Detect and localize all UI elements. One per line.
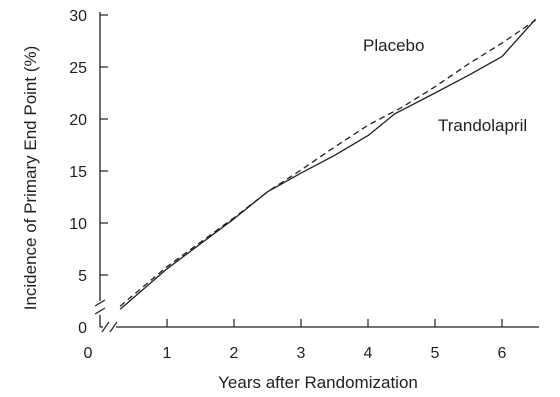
y-tick-label: 25 xyxy=(69,60,87,77)
y-axis-ticks: 0 5 10 15 20 25 30 xyxy=(69,8,108,337)
y-tick-label: 0 xyxy=(78,320,87,337)
x-axis-break-marker xyxy=(101,321,118,333)
y-tick-label: 15 xyxy=(69,164,87,181)
x-tick-label: 0 xyxy=(84,345,93,362)
y-tick-label: 10 xyxy=(69,216,87,233)
y-tick-label: 5 xyxy=(78,268,87,285)
x-tick-label: 6 xyxy=(498,345,507,362)
x-axis-ticks: 0 1 2 3 4 5 6 xyxy=(84,319,507,362)
y-axis-title: Incidence of Primary End Point (%) xyxy=(21,46,40,311)
x-tick-label: 3 xyxy=(297,345,306,362)
y-axis-break-marker xyxy=(94,299,106,315)
x-axis-title: Years after Randomization xyxy=(218,373,418,392)
y-tick-label: 20 xyxy=(69,112,87,129)
x-tick-label: 5 xyxy=(431,345,440,362)
x-tick-label: 4 xyxy=(364,345,373,362)
series-label-placebo: Placebo xyxy=(363,36,424,55)
series-line-placebo xyxy=(119,19,536,307)
series-line-trandolapril xyxy=(119,18,536,310)
series-lines xyxy=(119,18,536,310)
chart-axes xyxy=(94,12,539,333)
y-tick-label: 30 xyxy=(69,8,87,25)
x-tick-label: 2 xyxy=(230,345,239,362)
series-label-trandolapril: Trandolapril xyxy=(438,116,527,135)
x-tick-label: 1 xyxy=(163,345,172,362)
